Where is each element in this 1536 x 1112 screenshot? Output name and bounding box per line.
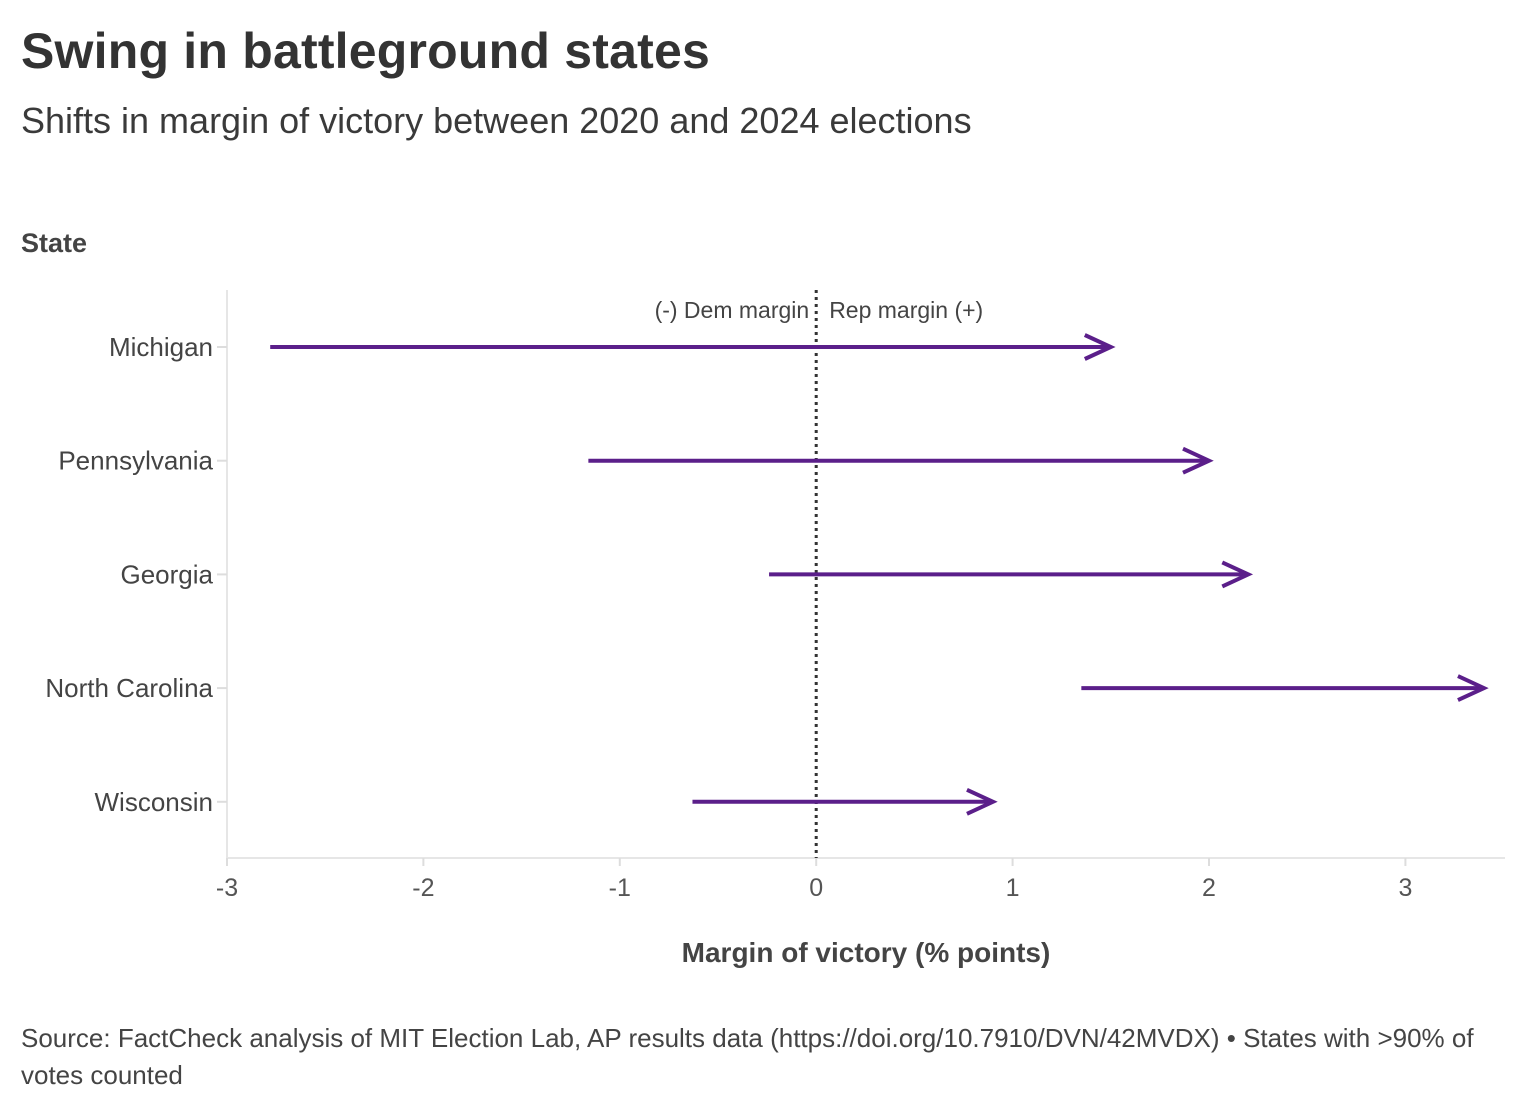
x-tick-label: -2 bbox=[412, 874, 434, 902]
x-tick-label: -3 bbox=[216, 874, 238, 902]
annotation-dem-margin: (-) Dem margin bbox=[655, 297, 810, 323]
x-tick-label: -1 bbox=[609, 874, 631, 902]
x-tick-label: 0 bbox=[809, 874, 823, 902]
y-tick-label-north-carolina: North Carolina bbox=[45, 673, 213, 703]
x-tick-label: 1 bbox=[1006, 874, 1020, 902]
swing-arrow-head bbox=[966, 787, 998, 816]
source-note: Source: FactCheck analysis of MIT Electi… bbox=[21, 1023, 1474, 1090]
x-axis-title: Margin of victory (% points) bbox=[682, 937, 1051, 968]
swing-arrow-head bbox=[1083, 333, 1116, 361]
y-tick-label-pennsylvania: Pennsylvania bbox=[58, 446, 213, 476]
y-tick-label-michigan: Michigan bbox=[109, 332, 213, 362]
arrow-chart: -3 -2 -1 0 1 2 3 Margin of victory (% points) (-… bbox=[45, 290, 1505, 968]
swing-arrow-head bbox=[1457, 674, 1489, 702]
y-axis-title: State bbox=[21, 228, 88, 258]
swing-arrow-head bbox=[1221, 560, 1254, 589]
x-tick-label: 3 bbox=[1398, 874, 1412, 902]
chart-subtitle: Shifts in margin of victory between 2020… bbox=[21, 100, 972, 141]
swing-arrow-head bbox=[1182, 446, 1214, 475]
y-tick-label-georgia: Georgia bbox=[121, 559, 214, 589]
annotation-rep-margin: Rep margin (+) bbox=[829, 297, 983, 323]
y-tick-label-wisconsin: Wisconsin bbox=[95, 787, 213, 817]
x-tick-label: 2 bbox=[1202, 874, 1216, 902]
chart-title: Swing in battleground states bbox=[21, 23, 710, 79]
